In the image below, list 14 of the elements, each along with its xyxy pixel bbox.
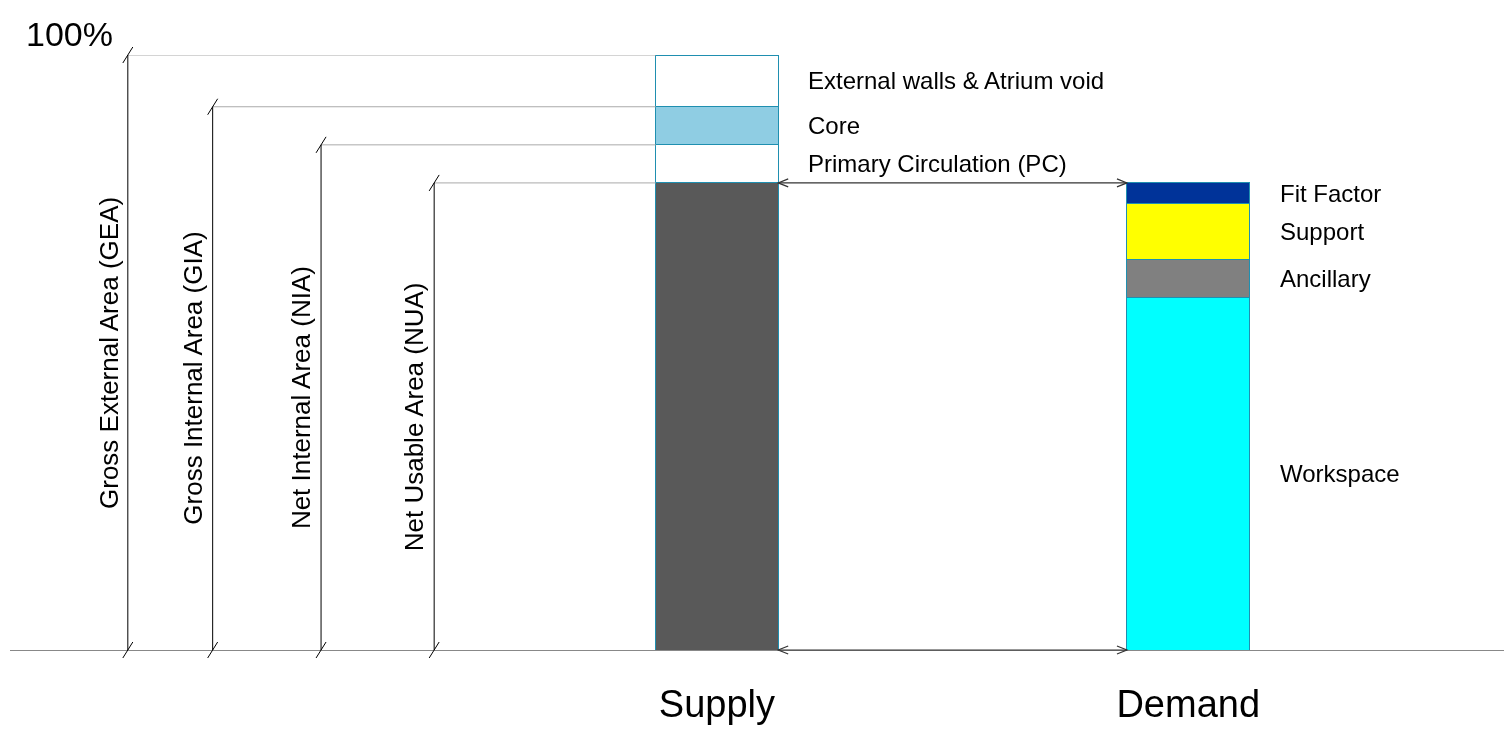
text: 100% bbox=[26, 15, 113, 53]
series-label: Core bbox=[808, 112, 861, 139]
text: Net Usable Area (NUA) bbox=[399, 282, 430, 552]
text: Gross Internal Area (GIA) bbox=[177, 231, 208, 525]
text: Gross External Area (GEA) bbox=[93, 196, 124, 509]
series-label: External walls & Atrium void bbox=[808, 67, 1105, 94]
text: Net Internal Area (NIA) bbox=[286, 266, 317, 530]
series-label: Primary Circulation (PC) bbox=[808, 150, 1067, 177]
x-tick-label: Demand bbox=[1116, 682, 1261, 725]
series-label: Support bbox=[1280, 218, 1365, 245]
series-label: Fit Factor bbox=[1280, 180, 1382, 207]
series-label: Workspace bbox=[1280, 460, 1400, 487]
x-tick-label: Supply bbox=[658, 682, 776, 725]
series-label: Ancillary bbox=[1280, 265, 1371, 292]
